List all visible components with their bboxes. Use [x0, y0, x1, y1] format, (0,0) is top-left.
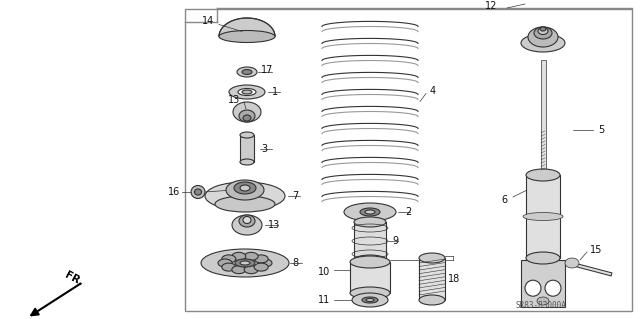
- Ellipse shape: [352, 293, 388, 307]
- Ellipse shape: [226, 180, 264, 200]
- Ellipse shape: [354, 217, 386, 227]
- Ellipse shape: [240, 261, 250, 265]
- Ellipse shape: [545, 280, 561, 296]
- Ellipse shape: [525, 280, 541, 296]
- Text: 9: 9: [392, 236, 398, 246]
- Ellipse shape: [350, 256, 390, 268]
- Ellipse shape: [238, 88, 256, 95]
- Ellipse shape: [239, 110, 255, 122]
- Ellipse shape: [232, 215, 262, 235]
- Ellipse shape: [538, 27, 548, 34]
- Ellipse shape: [419, 295, 445, 305]
- Text: 18: 18: [448, 274, 460, 284]
- Ellipse shape: [258, 259, 272, 267]
- Ellipse shape: [195, 189, 202, 195]
- Ellipse shape: [239, 215, 255, 227]
- Ellipse shape: [526, 252, 560, 264]
- Ellipse shape: [222, 263, 236, 271]
- Ellipse shape: [537, 297, 549, 305]
- Ellipse shape: [222, 255, 236, 263]
- Ellipse shape: [235, 259, 255, 267]
- Text: 16: 16: [168, 187, 180, 197]
- Ellipse shape: [232, 252, 246, 260]
- Text: 6: 6: [501, 195, 507, 205]
- Text: FR.: FR.: [63, 270, 85, 288]
- Ellipse shape: [419, 253, 445, 263]
- Text: 14: 14: [202, 17, 214, 26]
- Ellipse shape: [254, 263, 268, 271]
- Ellipse shape: [244, 266, 258, 274]
- Ellipse shape: [218, 259, 232, 267]
- Ellipse shape: [234, 182, 256, 194]
- Bar: [526, 175, 560, 258]
- Bar: [350, 262, 390, 293]
- Ellipse shape: [237, 67, 257, 77]
- Ellipse shape: [205, 182, 285, 210]
- Text: 5: 5: [598, 125, 604, 135]
- Ellipse shape: [243, 217, 251, 224]
- Text: 1: 1: [272, 87, 278, 97]
- Text: 13: 13: [268, 220, 280, 230]
- Text: 13: 13: [228, 95, 240, 105]
- Bar: [240, 135, 254, 162]
- Ellipse shape: [240, 132, 254, 138]
- Ellipse shape: [528, 27, 558, 47]
- Bar: [185, 9, 632, 311]
- Ellipse shape: [350, 287, 390, 299]
- Ellipse shape: [191, 186, 205, 198]
- Ellipse shape: [362, 297, 378, 303]
- Bar: [521, 260, 565, 307]
- Polygon shape: [219, 18, 275, 36]
- Ellipse shape: [365, 210, 375, 214]
- Ellipse shape: [366, 299, 374, 301]
- Ellipse shape: [243, 115, 251, 121]
- Bar: [354, 222, 386, 260]
- Ellipse shape: [344, 203, 396, 221]
- Ellipse shape: [534, 27, 552, 39]
- Bar: [419, 258, 445, 300]
- Ellipse shape: [240, 185, 250, 191]
- Text: 10: 10: [318, 267, 330, 277]
- Text: 8: 8: [292, 258, 298, 268]
- Text: 11: 11: [318, 295, 330, 305]
- Text: SR83-B3000A: SR83-B3000A: [516, 301, 567, 310]
- Text: 17: 17: [261, 65, 273, 75]
- Ellipse shape: [232, 266, 246, 274]
- Text: 3: 3: [261, 144, 267, 153]
- Ellipse shape: [354, 255, 386, 265]
- Ellipse shape: [229, 85, 265, 99]
- Ellipse shape: [233, 102, 261, 122]
- Ellipse shape: [242, 90, 252, 94]
- Ellipse shape: [254, 255, 268, 263]
- Ellipse shape: [540, 27, 546, 31]
- Ellipse shape: [565, 258, 579, 268]
- Ellipse shape: [219, 31, 275, 42]
- Bar: [541, 60, 546, 172]
- Ellipse shape: [240, 159, 254, 165]
- Ellipse shape: [242, 70, 252, 75]
- Text: 4: 4: [430, 86, 436, 97]
- Text: 15: 15: [590, 245, 602, 255]
- Ellipse shape: [215, 196, 275, 212]
- Text: 2: 2: [405, 207, 412, 217]
- Ellipse shape: [244, 252, 258, 260]
- Ellipse shape: [526, 169, 560, 181]
- Text: 7: 7: [292, 191, 298, 201]
- Ellipse shape: [523, 212, 563, 220]
- Ellipse shape: [360, 208, 380, 216]
- Ellipse shape: [201, 249, 289, 277]
- Text: 12: 12: [485, 1, 497, 11]
- Ellipse shape: [521, 34, 565, 52]
